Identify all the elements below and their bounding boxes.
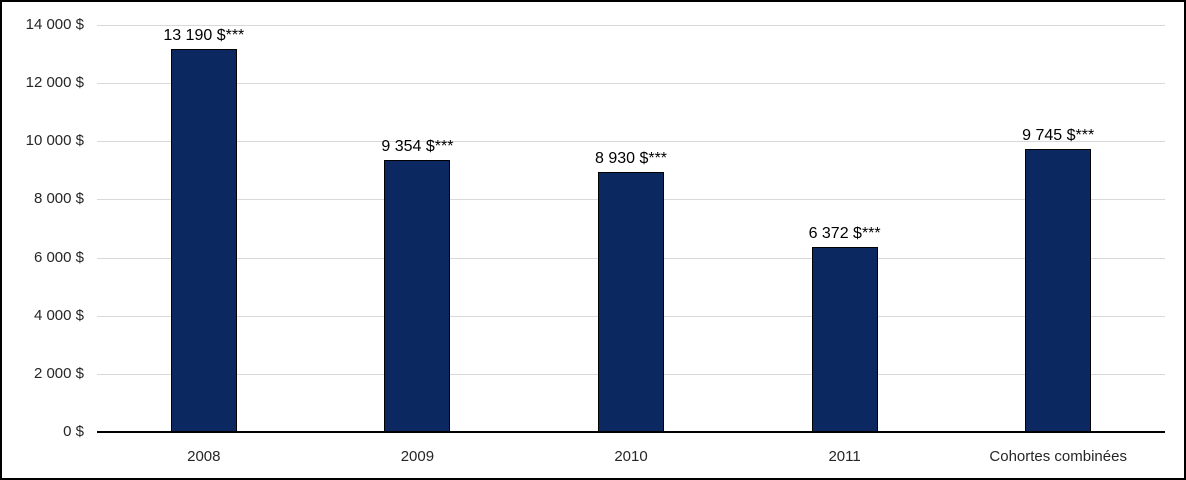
gridline (97, 141, 1165, 143)
y-axis-tick-label: 10 000 $ (25, 132, 84, 150)
bar-value-label: 13 190 $*** (163, 26, 245, 44)
bar-cohortes-combin-es (1025, 148, 1092, 432)
bar-value-label: 8 930 $*** (594, 150, 668, 168)
y-axis-tick-label: 4 000 $ (33, 306, 84, 324)
y-axis-tick-label: 8 000 $ (33, 190, 84, 208)
bar-value-label: 9 745 $*** (1022, 126, 1095, 144)
bar-value-label: 9 354 $*** (381, 138, 454, 156)
bar-2010 (598, 172, 664, 432)
bar-2009 (384, 160, 451, 432)
x-axis-tick-label: 2011 (828, 448, 861, 465)
y-axis-tick-label: 12 000 $ (25, 74, 84, 92)
bar-value-label: 6 372 $*** (808, 224, 881, 242)
y-axis-tick-label: 0 $ (63, 423, 84, 440)
y-axis-tick-label: 2 000 $ (33, 364, 84, 382)
bar-2008 (170, 48, 237, 432)
x-axis-tick-label: 2008 (187, 448, 221, 465)
x-axis-tick-label: 2010 (614, 448, 648, 465)
x-axis-baseline (97, 431, 1165, 433)
x-axis-tick-label: 2009 (400, 448, 435, 465)
gridline (97, 25, 1165, 26)
y-axis-tick-label: 6 000 $ (33, 248, 84, 266)
x-axis-tick-label: Cohortes combinées (989, 448, 1127, 465)
y-axis-tick-label: 14 000 $ (25, 16, 84, 33)
bar-2011 (811, 246, 878, 432)
gridline (97, 83, 1165, 85)
